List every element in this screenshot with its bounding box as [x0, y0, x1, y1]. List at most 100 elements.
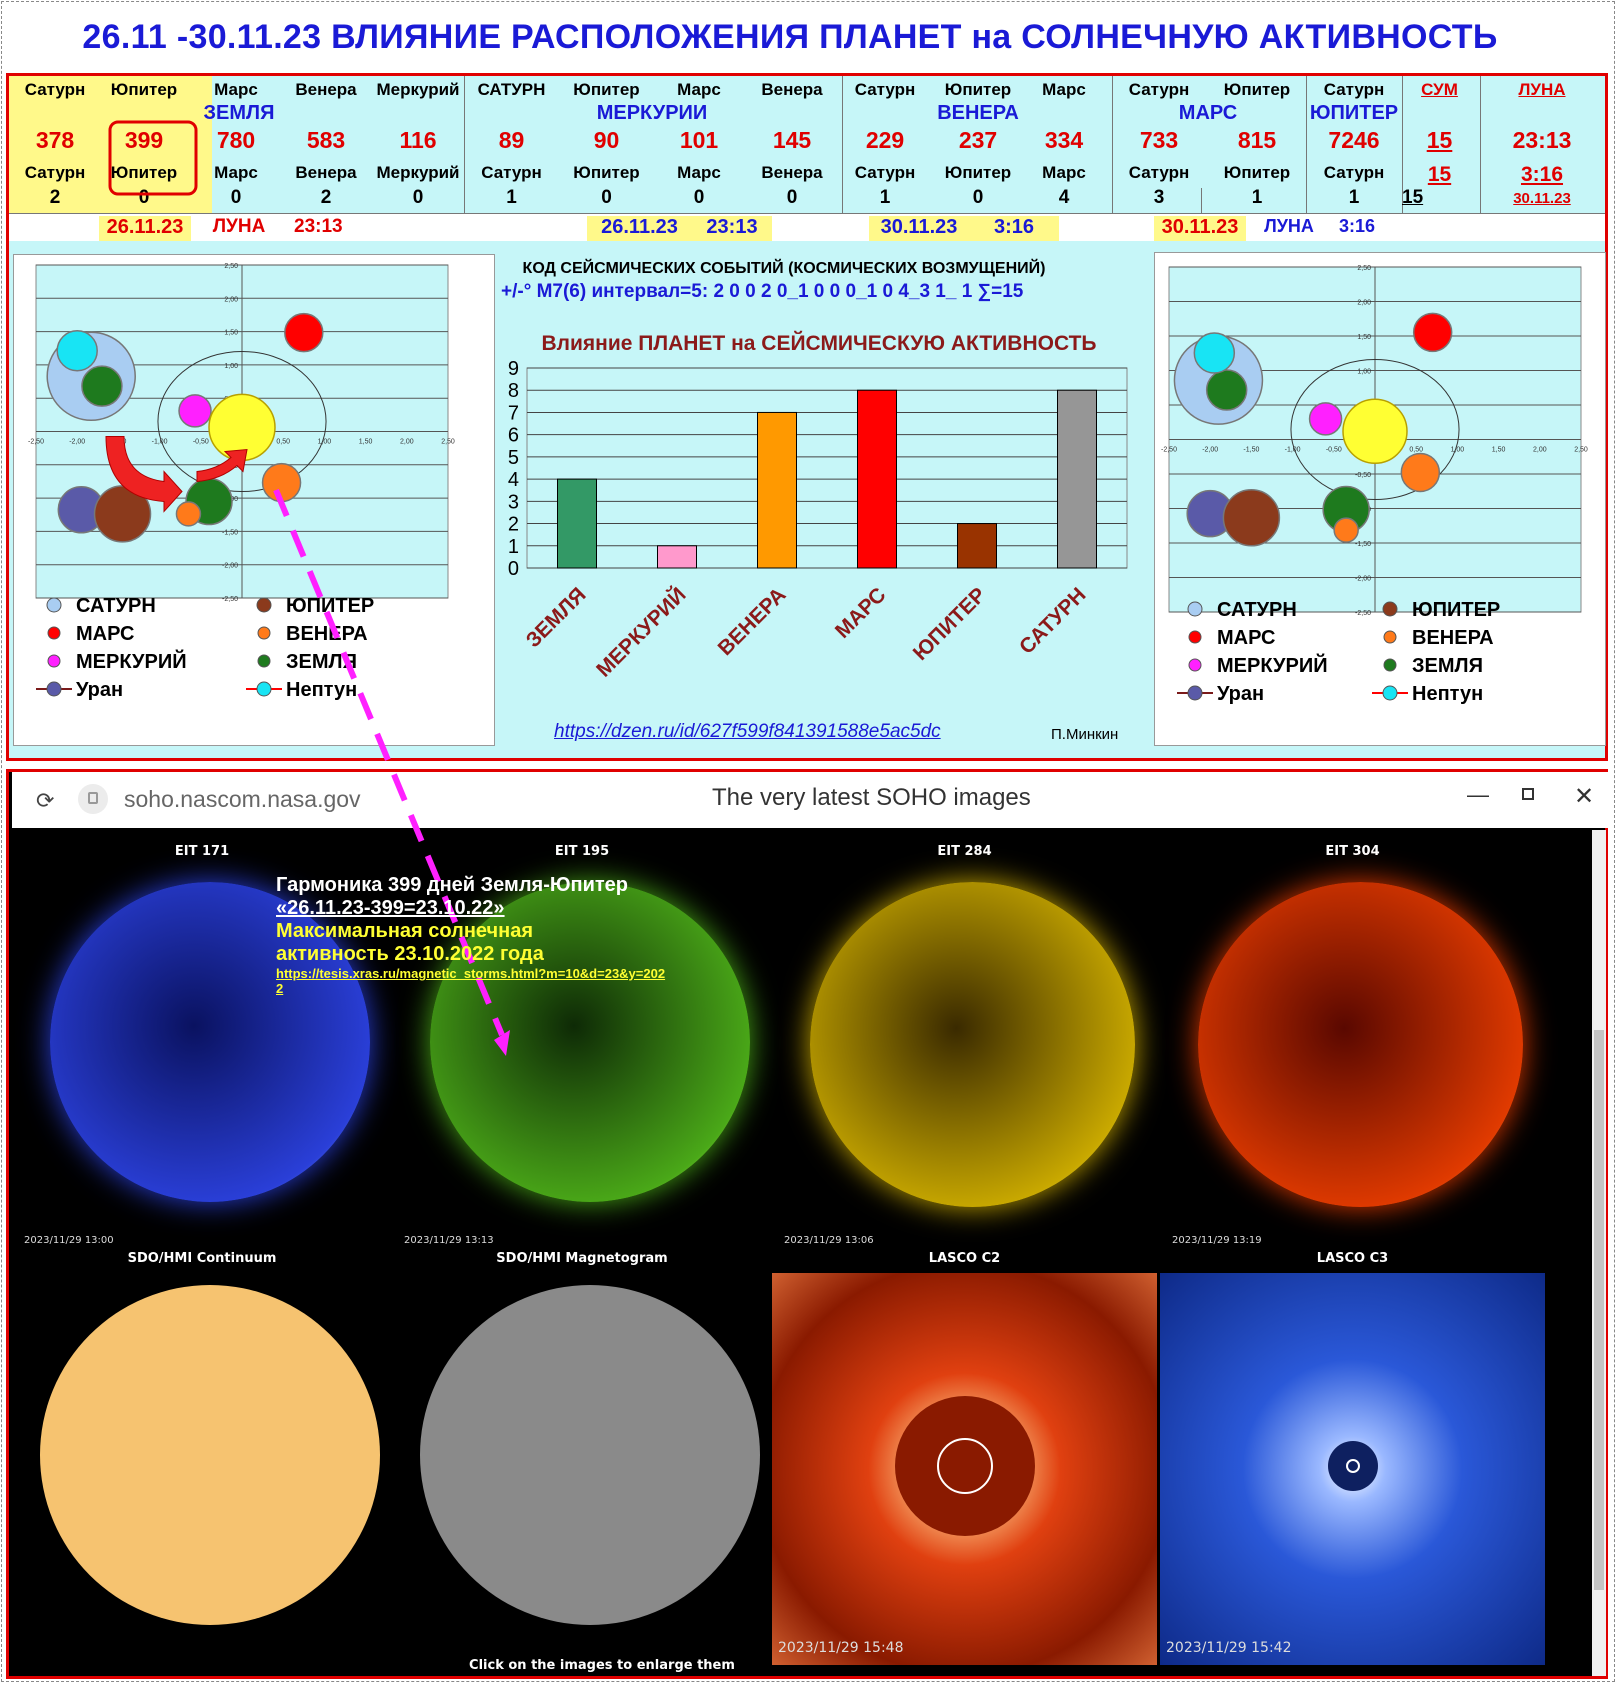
table-divider	[1480, 76, 1481, 213]
earth-orbit-ring	[157, 350, 327, 493]
minimize-icon[interactable]: —	[1467, 782, 1489, 807]
mars-legend-label: МАРС	[1217, 627, 1275, 649]
table-count: 1	[506, 187, 517, 208]
table-header: Марс	[1042, 80, 1086, 99]
table-count: 30.11.23	[1513, 190, 1571, 207]
table-header-2: Сатурн	[854, 163, 916, 182]
annotation-link[interactable]: https://tesis.xras.ru/magnetic_storms.ht…	[276, 966, 666, 996]
table-count: 1	[1348, 187, 1360, 208]
close-icon[interactable]: ✕	[1574, 783, 1595, 810]
sun-planet-marker	[1342, 398, 1408, 465]
table-divider	[1112, 76, 1113, 213]
table-value: 145	[772, 127, 812, 153]
bar-category-label: МЕРКУРИЙ	[591, 583, 690, 682]
orbit-plot-right: 2,502,001,501,000,500,00-0,50-1,00-1,50-…	[1161, 265, 1588, 705]
scrollbar[interactable]	[1592, 830, 1606, 1676]
table-count: 0	[138, 187, 150, 208]
table-divider	[842, 76, 843, 213]
neptune-legend-label: Нептун	[286, 679, 357, 701]
lasco-c3-sun-circle	[1346, 1459, 1360, 1473]
orbit-ytick: 1,00	[224, 363, 238, 370]
soho-sun-image[interactable]	[40, 1285, 380, 1625]
red-arrow-right	[196, 448, 248, 483]
red-arrow-left	[105, 436, 183, 513]
orbit-ytick: -2,50	[222, 596, 238, 603]
soho-sun-image[interactable]	[1198, 882, 1523, 1207]
table-divider	[9, 213, 1605, 214]
soho-label: EIT 195	[554, 844, 610, 859]
seismic-code: +/-° М7(6) интервал=5: 2 0 0 2 0_1 0 0 0…	[501, 281, 1024, 302]
jupiter-legend-marker	[1382, 601, 1398, 617]
orbit-xtick: -0,50	[1326, 447, 1342, 454]
bar-ytick: 9	[508, 358, 519, 380]
reload-icon[interactable]: ⟳	[36, 788, 55, 813]
scrollbar-thumb[interactable]	[1594, 1030, 1604, 1590]
table-value: 15	[1426, 127, 1453, 153]
table-header-2: Сатурн	[24, 163, 86, 182]
neptune-planet-marker	[56, 329, 98, 372]
planet-table: Сатурн Юпитер Марс Венера Меркурий САТУРН Юпит…	[9, 76, 1605, 241]
earth-legend-label: ЗЕМЛЯ	[1412, 655, 1483, 677]
table-header: Сатурн	[854, 80, 916, 99]
table-header-2: Марс	[1042, 163, 1086, 182]
table-count: 0	[786, 187, 798, 208]
bar-category-label: ВЕНЕРА	[714, 583, 791, 660]
lasco-c2-timestamp: 2023/11/29 15:48	[778, 1640, 904, 1656]
bar-0	[557, 478, 597, 569]
uranus-legend-marker	[46, 681, 62, 697]
table-value: 399	[124, 127, 164, 153]
date-row-cell: ЛУНА	[1264, 216, 1314, 236]
orbit-xtick: -2,50	[28, 439, 44, 446]
soho-label: EIT 171	[174, 844, 230, 859]
orbit-chart-left: 2,502,001,501,000,500,00-0,50-1,00-1,50-…	[13, 254, 495, 746]
soho-footer[interactable]: Click on the images to enlarge them	[469, 1658, 735, 1673]
venus-planet-marker	[175, 501, 202, 527]
earth-planet-marker	[1205, 369, 1248, 411]
address-url[interactable]: soho.nascom.nasa.gov	[124, 786, 361, 812]
table-header-2: Юпитер	[1223, 163, 1291, 182]
soho-sun-image[interactable]	[810, 882, 1135, 1207]
lasco-c2-sun-circle	[937, 1438, 993, 1494]
jupiter-legend-label: ЮПИТЕР	[286, 595, 374, 617]
table-group-label: МАРС	[1178, 102, 1238, 124]
orbit-xtick: -2,00	[69, 439, 85, 446]
orbit-xtick: 2,50	[441, 439, 455, 446]
orbit-xtick: 2,00	[1533, 447, 1547, 454]
restore-icon[interactable]	[1522, 788, 1534, 800]
table-value: 583	[306, 127, 346, 153]
soho-label: LASCO C3	[1316, 1251, 1389, 1266]
planet-panel: Сатурн Юпитер Марс Венера Меркурий САТУРН Юпит…	[6, 73, 1608, 761]
table-group-label: МЕРКУРИИ	[596, 102, 708, 124]
saturn-legend-marker	[46, 597, 62, 613]
bar-4	[957, 523, 997, 569]
table-header: Юпитер	[110, 80, 178, 99]
bar-ytick: 4	[508, 469, 519, 491]
table-header: Сатурн	[1323, 80, 1385, 99]
date-row-cell: 30.11.23	[1154, 216, 1246, 241]
dzen-link[interactable]: https://dzen.ru/id/627f599f841391588e5ac…	[554, 721, 941, 742]
mercury-legend-marker	[1188, 658, 1202, 672]
site-info-icon[interactable]	[78, 784, 108, 814]
table-value: 780	[216, 127, 256, 153]
table-count: 0	[412, 187, 424, 208]
venus-legend-label: ВЕНЕРА	[1412, 627, 1494, 649]
date-row-cell: 3:16	[969, 216, 1059, 241]
orbit-ytick: 1,50	[224, 330, 238, 337]
soho-label: LASCO C2	[928, 1251, 1001, 1266]
orbit-xtick: 1,50	[1492, 447, 1506, 454]
annotation-line3: Максимальная солнечная	[276, 920, 534, 942]
table-count: 4	[1058, 187, 1070, 208]
mars-planet-marker	[284, 312, 324, 353]
orbit-xtick: -1,00	[152, 439, 168, 446]
orbit-ytick: 1,50	[1357, 334, 1371, 341]
soho-label: EIT 304	[1325, 844, 1380, 859]
table-header-2: Марс	[677, 163, 721, 182]
annotation-line4: активность 23.10.2022 года	[276, 943, 544, 965]
soho-timestamp: 2023/11/29 13:06	[784, 1235, 874, 1246]
soho-sun-image[interactable]	[420, 1285, 760, 1625]
table-value: 116	[399, 127, 437, 153]
table-header: Марс	[677, 80, 721, 99]
table-header-2: Сатурн	[481, 163, 542, 182]
orbit-ytick: 1,00	[1357, 369, 1371, 376]
